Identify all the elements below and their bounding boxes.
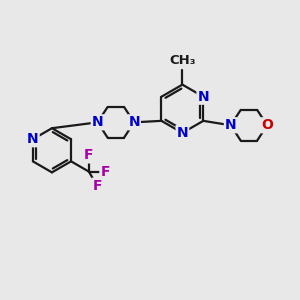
- Text: CH₃: CH₃: [169, 54, 196, 67]
- Text: N: N: [92, 115, 103, 129]
- Text: N: N: [128, 115, 140, 129]
- Text: O: O: [261, 118, 273, 132]
- Text: N: N: [197, 90, 209, 104]
- Text: F: F: [92, 179, 102, 193]
- Text: N: N: [27, 132, 39, 146]
- Text: F: F: [84, 148, 94, 162]
- Text: N: N: [177, 126, 188, 140]
- Text: N: N: [225, 118, 236, 132]
- Text: F: F: [100, 165, 110, 178]
